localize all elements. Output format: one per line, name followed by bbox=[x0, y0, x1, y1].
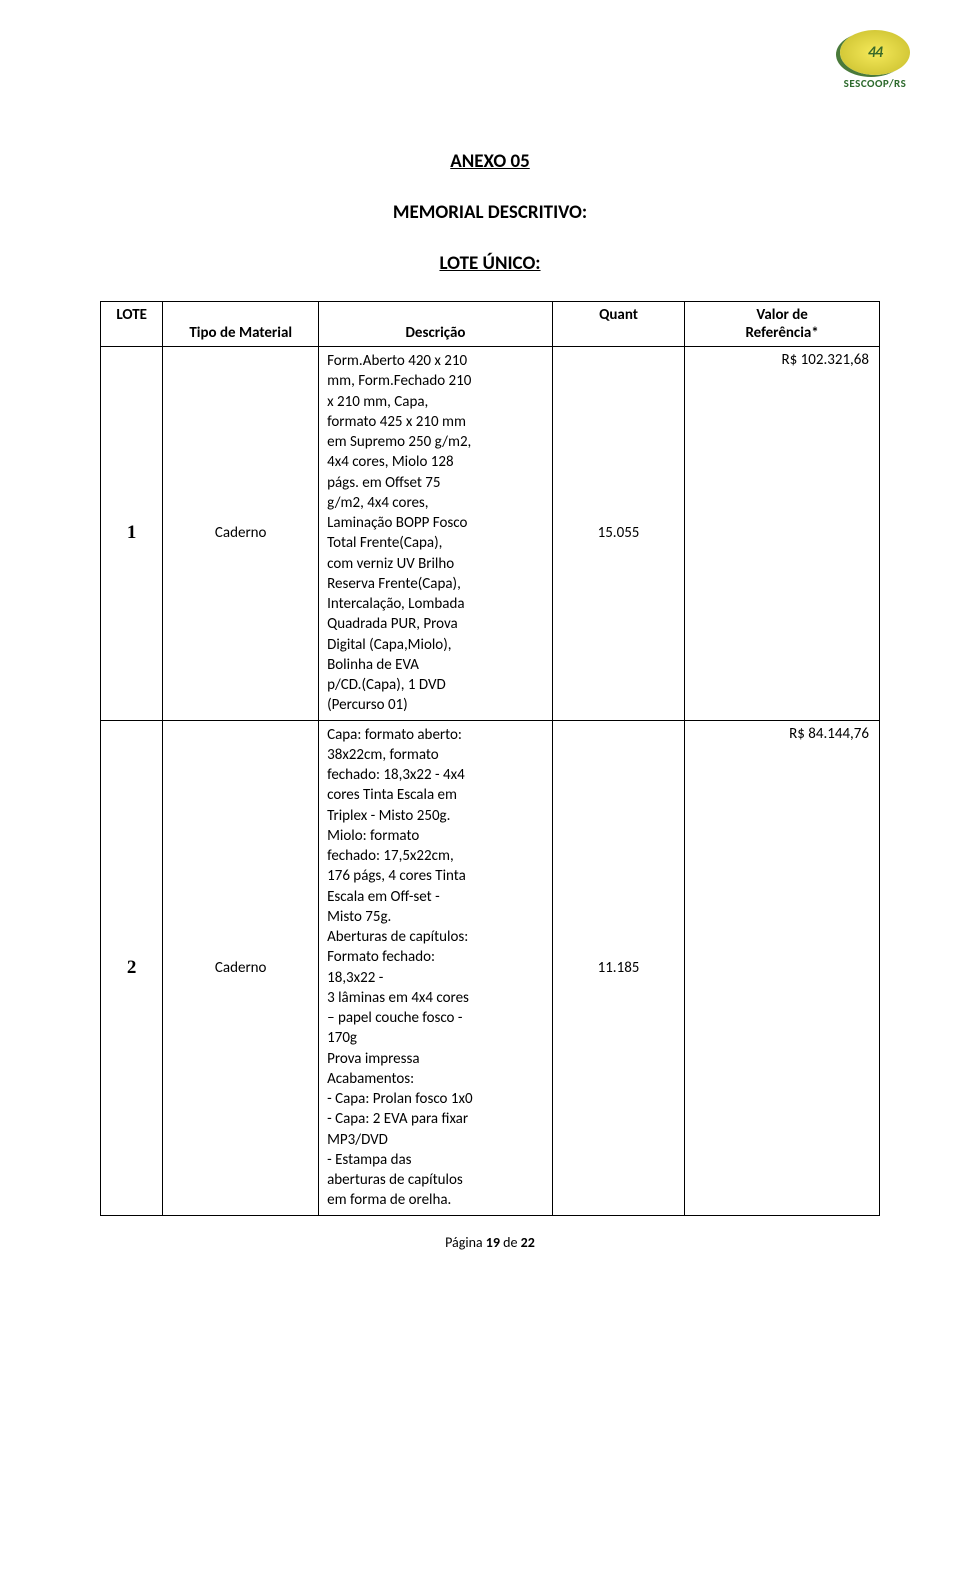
page: 44 SESCOOP/RS ANEXO 05 MEMORIAL DESCRITI… bbox=[0, 0, 960, 1573]
cell-desc-text: Capa: formato aberto: 38x22cm, formato f… bbox=[327, 725, 544, 1211]
table-header-row: LOTE Tipo de Material Descrição Quant Va… bbox=[101, 302, 880, 347]
th-valor-text: Valor de Referência* bbox=[745, 306, 818, 342]
cell-quant: 15.055 bbox=[552, 347, 684, 721]
footer-total: 22 bbox=[521, 1234, 535, 1251]
table-row: 1 Caderno Form.Aberto 420 x 210 mm, Form… bbox=[101, 347, 880, 721]
th-quant: Quant bbox=[552, 302, 684, 347]
footer-prefix: Página bbox=[445, 1234, 486, 1251]
th-valor: Valor de Referência* bbox=[685, 302, 880, 347]
footer-mid: de bbox=[500, 1234, 521, 1251]
logo-text: SESCOOP/RS bbox=[844, 77, 907, 90]
page-footer: Página 19 de 22 bbox=[100, 1234, 880, 1251]
th-tipo-text: Tipo de Material bbox=[189, 324, 292, 342]
logo-mark: 44 bbox=[840, 30, 910, 75]
title-lote-unico: LOTE ÚNICO: bbox=[100, 252, 880, 275]
cell-tipo: Caderno bbox=[163, 347, 319, 721]
title-memorial: MEMORIAL DESCRITIVO: bbox=[100, 201, 880, 224]
title-anexo: ANEXO 05 bbox=[100, 150, 880, 173]
cell-lote: 1 bbox=[101, 347, 163, 721]
logo-inner-text: 44 bbox=[868, 43, 882, 62]
th-tipo: Tipo de Material bbox=[163, 302, 319, 347]
th-desc: Descrição bbox=[319, 302, 553, 347]
cell-valor: R$ 102.321,68 bbox=[685, 347, 880, 721]
cell-tipo: Caderno bbox=[163, 720, 319, 1215]
cell-quant: 11.185 bbox=[552, 720, 684, 1215]
materials-table: LOTE Tipo de Material Descrição Quant Va… bbox=[100, 301, 880, 1216]
title-block: ANEXO 05 MEMORIAL DESCRITIVO: LOTE ÚNICO… bbox=[100, 150, 880, 275]
th-lote-text: LOTE bbox=[116, 306, 147, 324]
logo: 44 SESCOOP/RS bbox=[840, 30, 910, 90]
cell-valor: R$ 84.144,76 bbox=[685, 720, 880, 1215]
table-row: 2 Caderno Capa: formato aberto: 38x22cm,… bbox=[101, 720, 880, 1215]
th-quant-text: Quant bbox=[599, 306, 638, 324]
footer-page: 19 bbox=[486, 1234, 500, 1251]
cell-desc: Capa: formato aberto: 38x22cm, formato f… bbox=[319, 720, 553, 1215]
th-desc-text: Descrição bbox=[405, 324, 465, 342]
cell-lote: 2 bbox=[101, 720, 163, 1215]
cell-desc-text: Form.Aberto 420 x 210 mm, Form.Fechado 2… bbox=[327, 351, 544, 716]
th-lote: LOTE bbox=[101, 302, 163, 347]
cell-desc: Form.Aberto 420 x 210 mm, Form.Fechado 2… bbox=[319, 347, 553, 721]
